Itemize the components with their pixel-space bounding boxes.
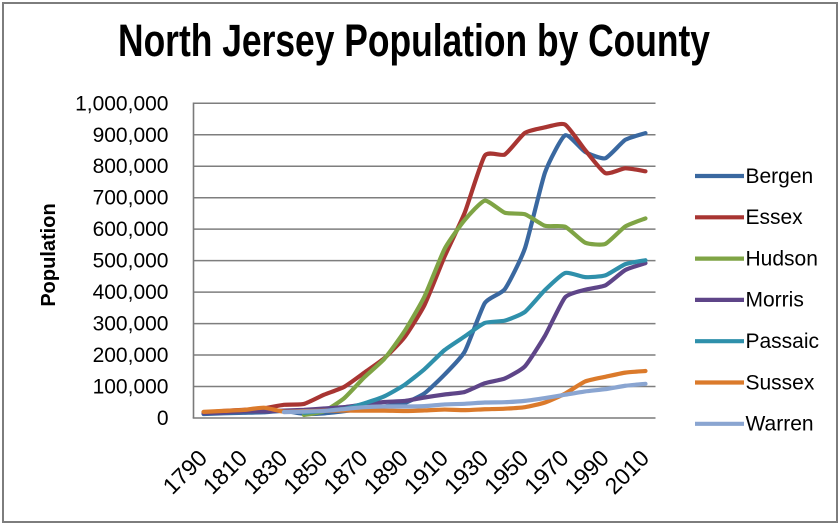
svg-text:500,000: 500,000 <box>93 250 169 273</box>
svg-text:North Jersey Population by Cou: North Jersey Population by County <box>118 15 710 66</box>
svg-text:0: 0 <box>157 407 169 430</box>
svg-text:800,000: 800,000 <box>93 155 169 178</box>
svg-text:300,000: 300,000 <box>93 313 169 336</box>
svg-text:400,000: 400,000 <box>93 281 169 304</box>
svg-text:200,000: 200,000 <box>93 344 169 367</box>
svg-text:Population: Population <box>38 203 60 306</box>
svg-text:100,000: 100,000 <box>93 376 169 399</box>
svg-text:Sussex: Sussex <box>746 371 815 394</box>
svg-text:Essex: Essex <box>746 206 804 229</box>
svg-text:700,000: 700,000 <box>93 187 169 210</box>
svg-text:900,000: 900,000 <box>93 124 169 147</box>
svg-text:Bergen: Bergen <box>746 165 814 188</box>
svg-text:Passaic: Passaic <box>746 330 820 353</box>
svg-text:Hudson: Hudson <box>746 247 818 270</box>
svg-text:Morris: Morris <box>746 289 804 312</box>
svg-text:600,000: 600,000 <box>93 218 169 241</box>
svg-text:Warren: Warren <box>746 413 814 436</box>
svg-text:1,000,000: 1,000,000 <box>75 92 168 115</box>
